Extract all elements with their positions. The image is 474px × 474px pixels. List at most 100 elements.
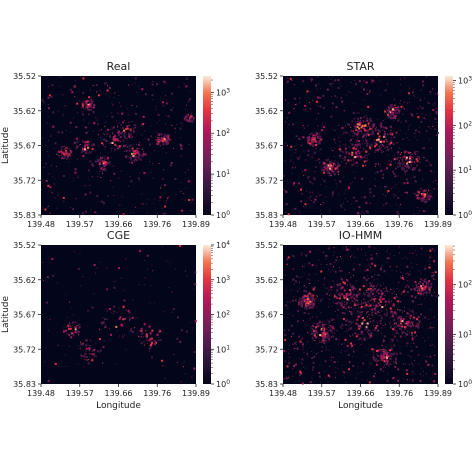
heatmap-cell xyxy=(427,194,429,196)
heatmap-cell xyxy=(358,152,361,155)
heatmap-cell xyxy=(316,331,318,333)
heatmap-cell xyxy=(294,348,296,350)
heatmap-cell xyxy=(309,318,311,320)
heatmap-cell xyxy=(162,178,164,180)
heatmap-cell xyxy=(357,294,359,296)
heatmap-cell xyxy=(66,326,68,328)
heatmap-cell xyxy=(380,186,382,188)
heatmap-cell xyxy=(365,201,368,204)
heatmap-cell xyxy=(366,289,367,291)
heatmap-cell xyxy=(383,140,385,143)
heatmap-cell xyxy=(304,306,306,308)
heatmap-cell xyxy=(414,317,416,319)
heatmap-cell xyxy=(397,320,399,322)
heatmap-cell xyxy=(66,158,68,160)
heatmap-cell xyxy=(136,158,138,160)
heatmap-cell xyxy=(333,247,335,249)
heatmap-cell xyxy=(340,352,342,353)
heatmap-cell xyxy=(363,299,365,301)
heatmap-cell xyxy=(426,285,429,288)
heatmap-cell xyxy=(157,340,159,341)
heatmap-cell xyxy=(356,165,358,167)
heatmap-cell xyxy=(304,323,306,325)
heatmap-cell xyxy=(92,111,95,114)
heatmap-cell xyxy=(343,282,346,285)
heatmap-cell xyxy=(386,109,389,112)
heatmap-cell xyxy=(428,336,430,338)
heatmap-cell xyxy=(168,138,171,141)
heatmap-cell xyxy=(345,125,346,127)
heatmap-cell xyxy=(340,204,343,207)
heatmap-cell xyxy=(346,284,348,286)
heatmap-cell xyxy=(358,263,361,266)
heatmap-cell xyxy=(124,137,126,139)
heatmap-cell xyxy=(395,363,397,365)
heatmap-cell xyxy=(357,372,359,374)
heatmap-cell xyxy=(76,145,78,147)
heatmap-cell xyxy=(409,86,410,88)
heatmap-cell xyxy=(304,169,307,172)
heatmap-cell xyxy=(314,305,315,307)
heatmap-cell xyxy=(104,161,107,164)
heatmap-cell xyxy=(365,134,368,136)
heatmap-cell xyxy=(329,83,332,85)
x-tick-label: 139.57 xyxy=(66,220,94,229)
heatmap-cell xyxy=(429,192,431,194)
heatmap-cell xyxy=(126,156,128,158)
heatmap-cell xyxy=(331,165,334,168)
heatmap-cell xyxy=(336,167,338,169)
heatmap-cell xyxy=(426,192,428,194)
heatmap-cell xyxy=(304,109,306,110)
heatmap-cell xyxy=(397,213,400,216)
heatmap-cell xyxy=(356,145,359,148)
heatmap-cell xyxy=(191,112,193,114)
heatmap-cell xyxy=(365,132,368,135)
heatmap-cell xyxy=(410,153,412,155)
heatmap-cell xyxy=(361,248,362,250)
heatmap-cell xyxy=(292,368,294,370)
heatmap-cell xyxy=(184,119,185,121)
heatmap-cell xyxy=(352,350,355,353)
heatmap-cell xyxy=(411,164,413,166)
heatmap-cell xyxy=(325,264,327,266)
heatmap-cell xyxy=(60,148,62,150)
heatmap-cell xyxy=(306,325,308,327)
heatmap-cell xyxy=(378,304,381,307)
heatmap-cell xyxy=(322,251,324,253)
heatmap-cell xyxy=(386,360,389,363)
heatmap-cell xyxy=(310,327,312,329)
heatmap-cell xyxy=(408,308,410,310)
heatmap-cell xyxy=(57,131,60,134)
heatmap-cell xyxy=(422,147,425,150)
heatmap-cell xyxy=(371,314,373,316)
heatmap-cell xyxy=(397,119,400,122)
heatmap-cell xyxy=(318,371,321,374)
heatmap-cell xyxy=(62,196,65,199)
heatmap-cell xyxy=(316,88,318,90)
heatmap-cell xyxy=(180,155,182,157)
heatmap-cell xyxy=(380,317,383,320)
heatmap-cell xyxy=(142,203,144,205)
heatmap-cell xyxy=(399,165,401,167)
heatmap-cell xyxy=(321,138,323,140)
heatmap-cell xyxy=(287,124,289,126)
heatmap-cell xyxy=(434,279,436,281)
heatmap-cell xyxy=(361,303,363,305)
heatmap-cell xyxy=(318,259,320,261)
heatmap-cell xyxy=(367,306,369,308)
heatmap-cell xyxy=(100,137,101,138)
heatmap-cell xyxy=(365,354,367,356)
heatmap-cell xyxy=(158,141,160,143)
heatmap-cell xyxy=(108,195,109,197)
heatmap-cell xyxy=(347,200,348,202)
heatmap-cell xyxy=(106,158,108,160)
heatmap-cell xyxy=(390,347,393,350)
heatmap-cell xyxy=(398,111,401,114)
heatmap-cell xyxy=(414,296,417,299)
heatmap-cell xyxy=(100,130,102,131)
heatmap-cell xyxy=(123,322,125,324)
heatmap-cell xyxy=(426,159,429,162)
heatmap-cell xyxy=(369,127,372,130)
heatmap-cell xyxy=(286,371,288,373)
heatmap-cell xyxy=(325,288,327,290)
